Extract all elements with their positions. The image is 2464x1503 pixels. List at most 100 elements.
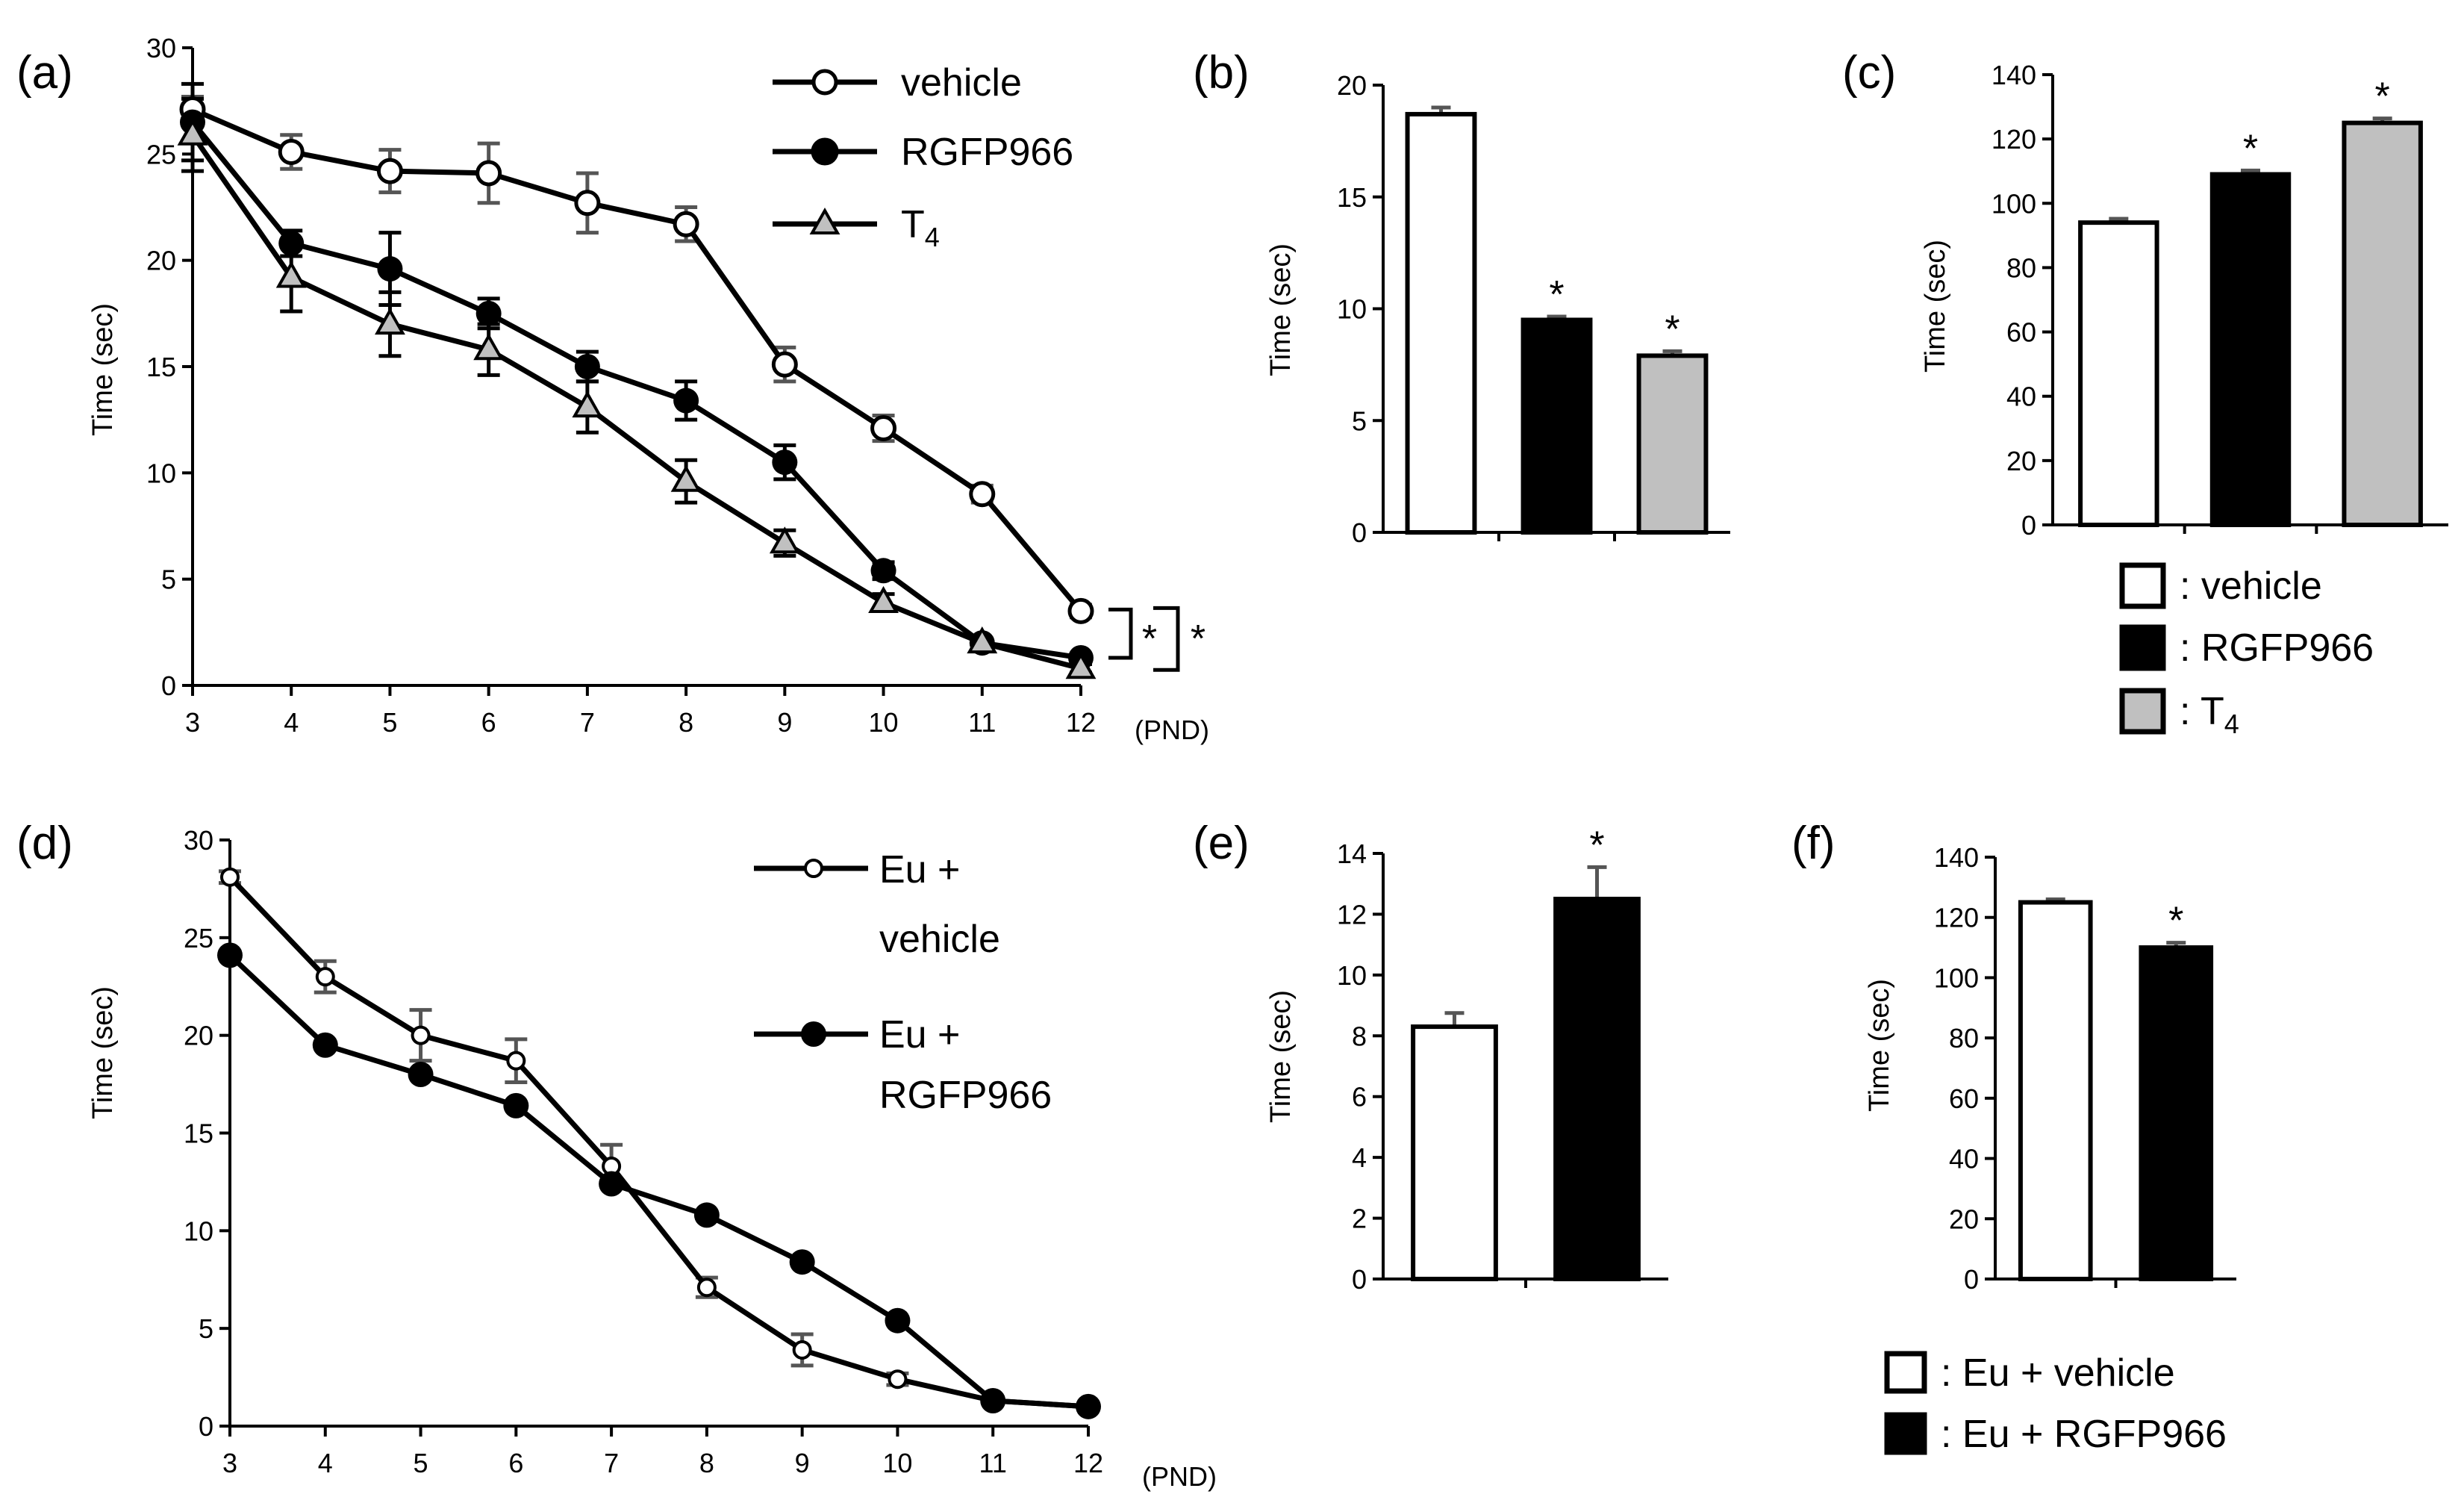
y-tick-label: 5 (199, 1313, 213, 1344)
bar (2139, 945, 2214, 1281)
legend-bars-bottom-item-eu-rgfp966: : Eu + RGFP966 (1884, 1412, 2227, 1456)
y-tick-label: 140 (1992, 60, 2036, 90)
y-tick-label: 14 (1337, 838, 1367, 869)
data-point (475, 300, 502, 326)
data-point (792, 1339, 812, 1360)
data-point (312, 1032, 338, 1058)
legend-bars-top-label-rgfp966: : RGFP966 (2180, 626, 2374, 670)
legend-bars-top: : vehicle : RGFP966 : T4 (2119, 562, 2374, 739)
bar (1405, 111, 1477, 535)
y-tick-label: 15 (146, 352, 176, 382)
data-point (1065, 652, 1097, 679)
significance-star: * (1549, 273, 1564, 317)
y-tick-label: 60 (2006, 317, 2036, 348)
bar (2342, 120, 2423, 528)
x-tick-label: 6 (481, 707, 496, 738)
bar (1553, 897, 1641, 1281)
significance-star: * (2243, 127, 2258, 170)
x-tick-label: 3 (222, 1448, 237, 1478)
y-tick-label: 8 (1352, 1021, 1367, 1051)
y-axis-label-e: Time (sec) (1265, 990, 1297, 1123)
x-tick-label: 3 (185, 707, 200, 738)
data-point (278, 230, 305, 256)
y-tick-label: 15 (1337, 182, 1367, 213)
data-point (503, 1092, 529, 1118)
y-tick-label: 10 (146, 458, 176, 488)
x-tick-label: 9 (795, 1448, 810, 1478)
data-point (673, 211, 699, 237)
data-point (572, 390, 603, 418)
filled-circle-marker-icon (801, 1021, 826, 1047)
data-point (980, 1387, 1006, 1413)
data-point (789, 1249, 815, 1275)
data-point (217, 942, 243, 968)
panel-label-a: (a) (16, 47, 73, 99)
data-point (177, 118, 208, 146)
chart-e-bar: 0 2 4 6 8 10 12 14 * (1337, 824, 1668, 1295)
y-tick-label: 20 (146, 246, 176, 276)
legend-d-item-eu-vehicle: Eu + vehicle (754, 848, 1000, 961)
y-tick-label: 25 (146, 139, 176, 169)
data-point (574, 190, 601, 217)
legend-bars-bottom-label-eu-vehicle: : Eu + vehicle (1941, 1351, 2175, 1395)
y-tick-label: 10 (1337, 960, 1367, 991)
x-tick-label: 5 (414, 1448, 428, 1478)
data-point (1067, 597, 1094, 624)
y-tick-label: 30 (146, 33, 176, 63)
bar (2209, 172, 2292, 527)
y-tick-label: 80 (2006, 252, 2036, 283)
y-tick-label: 120 (1992, 124, 2036, 155)
x-tick-label: 10 (882, 1448, 912, 1478)
bar (1636, 353, 1709, 535)
significance-star: * (1142, 617, 1157, 661)
y-tick-label: 120 (1934, 903, 1979, 933)
significance-bracket (1153, 606, 1180, 672)
x-tick-label: 7 (604, 1448, 619, 1478)
y-tick-label: 10 (1337, 294, 1367, 325)
legend-d-label-eu-rgfp966-2: RGFP966 (879, 1074, 1052, 1117)
series-line (228, 875, 1089, 1410)
chart-b-bar: 0 5 10 15 20 * * (1337, 70, 1730, 548)
x-tick-label: 12 (1073, 1448, 1103, 1478)
legend-d-label-eu-vehicle-2: vehicle (879, 918, 1000, 961)
data-point (278, 138, 305, 165)
y-tick-label: 100 (1992, 188, 2036, 219)
data-point (315, 967, 335, 987)
significance-bracket (1108, 607, 1133, 660)
legend-bars-bottom-label-eu-rgfp966: : Eu + RGFP966 (1941, 1413, 2227, 1456)
data-point (870, 415, 897, 442)
legend-a-label-rgfp966: RGFP966 (901, 131, 1073, 174)
legend-a-label-t4: T4 (901, 203, 940, 252)
legend-a-item-rgfp966: RGFP966 (773, 131, 1073, 174)
series-line (191, 107, 1083, 613)
panel-label-b: (b) (1193, 47, 1250, 99)
legend-bars-bottom-item-eu-vehicle: : Eu + vehicle (1884, 1351, 2175, 1395)
data-point (696, 1278, 717, 1298)
chart-c-bar: 0 20 40 60 80 100 120 140 * * (1992, 60, 2448, 541)
y-tick-label: 80 (1949, 1023, 1979, 1054)
panel-label-f: (f) (1791, 818, 1835, 869)
legend-a-label-vehicle: vehicle (901, 61, 1022, 105)
y-tick-label: 5 (161, 564, 176, 595)
significance-star: * (1589, 824, 1604, 867)
x-tick-label: 7 (580, 707, 595, 738)
x-tick-label: 11 (979, 1448, 1007, 1478)
y-axis-label-d: Time (sec) (87, 986, 119, 1119)
legend-d-label-eu-rgfp966-1: Eu + (879, 1013, 960, 1057)
legend-swatch-vehicle (2119, 562, 2166, 609)
data-point (771, 351, 798, 378)
series-line (190, 120, 1082, 661)
legend-swatch-eu-vehicle (1884, 1351, 1927, 1394)
panel-label-e: (e) (1193, 818, 1250, 869)
bar (2018, 900, 2093, 1282)
x-tick-label: 10 (869, 707, 899, 738)
filled-circle-marker-icon (811, 137, 839, 166)
data-point (969, 481, 996, 508)
gray-triangle-marker-icon (809, 207, 840, 234)
data-point (408, 1062, 434, 1087)
x-axis-unit-a: (PND) (1135, 715, 1209, 745)
y-tick-label: 20 (2006, 446, 2036, 476)
legend-d: Eu + vehicle Eu + RGFP966 (754, 848, 1052, 1117)
data-point (885, 1307, 911, 1334)
